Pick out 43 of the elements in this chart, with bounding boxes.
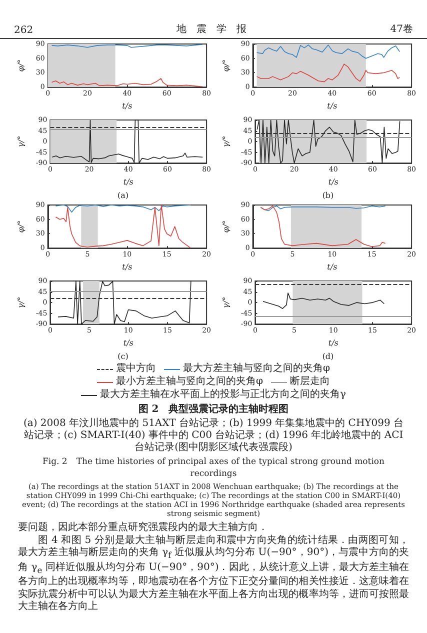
line-series [54, 204, 191, 248]
x-axis-title: t/s [122, 178, 133, 186]
y-axis-title: γ/° [16, 136, 25, 148]
text: (a) [116, 191, 130, 200]
line-series [256, 44, 400, 59]
text: 262 [14, 25, 34, 36]
line-series [256, 64, 400, 82]
line-series [50, 78, 202, 88]
caption: Fig. 2 The time histories of principal axes of the typical strong ground motion recordings [41, 456, 386, 481]
text: (b) [321, 191, 335, 200]
x-axis-title: t/s [328, 338, 338, 348]
legend-label: 最大方差主轴与竖向之间的夹角φ [182, 363, 330, 375]
text: 地 震 学 报 [176, 22, 247, 36]
text: 47卷 [390, 23, 413, 36]
legend-label: 最小方差主轴与竖向之间的夹角φ [116, 376, 263, 388]
x-axis-title: t/s [326, 262, 337, 272]
text: (a) 2008 年汶川地震中的 51AXT 台站记录；(b) 1999 年集集地震中的 CHY099 台站记录；(c) SMART-Ⅰ(40) 事件中的 C00 台站记录；(d) 1996 年北岭地震中的 ACI 台站记录(图中阴影区域代表强震段) [22, 417, 405, 455]
line-series [54, 204, 191, 213]
legend-label: 震中方向 [116, 363, 156, 375]
caption: 图 2 典型强震记录的主轴时程图 [137, 403, 290, 417]
y-axis-title: φ/° [221, 59, 230, 72]
x-axis-title: t/s [122, 102, 132, 110]
y-axis-title: γ/° [221, 296, 230, 308]
x-axis-title: t/s [122, 262, 132, 272]
x-axis-title: t/s [122, 338, 133, 348]
y-axis-title: φ/° [16, 59, 25, 72]
y-axis-title: φ/° [16, 220, 25, 233]
line-series [256, 120, 400, 164]
text: 图 4 和图 5 分别是最大主轴与断层走向和震中方向夹角的统计结果．由两图可知，最大方差主轴与断层走向的夹角 γ$_{f}$ 近似服从均匀分布 U(−90°，90°)，与震中方向的夹角 γ$_{e}$ 同样近似服从均匀分布 U(−90°，90°)．因此，从统计意义上讲，最大方差主轴在各方向上的出现概率均等，即地震动在各个方位下正交分量间的相关性接近．这意味着在实际抗震分析中可以认为最大方差主轴在水平面上各方向出现的概率均等，进而可按照最大主轴在各方向上 [18, 534, 409, 612]
line-series [262, 292, 384, 309]
text: 要问题，因此本部分重点研究强震段内的最大主轴方向． [17, 522, 269, 534]
y-axis-title: φ/° [221, 220, 230, 233]
text: (c) [116, 352, 130, 361]
legend-label: 断层走向 [290, 376, 330, 388]
line-series [57, 280, 191, 324]
text: (d) [321, 352, 335, 361]
line-series [51, 120, 203, 164]
x-axis-title: t/s [328, 178, 338, 186]
line-series [260, 206, 386, 248]
y-axis-title: γ/° [16, 296, 25, 308]
x-axis-title: t/s [326, 102, 337, 110]
y-axis-title: γ/° [221, 136, 230, 148]
legend-label: 最大方差主轴在水平面上的投影与正北方向之间的夹角γ [100, 389, 346, 401]
